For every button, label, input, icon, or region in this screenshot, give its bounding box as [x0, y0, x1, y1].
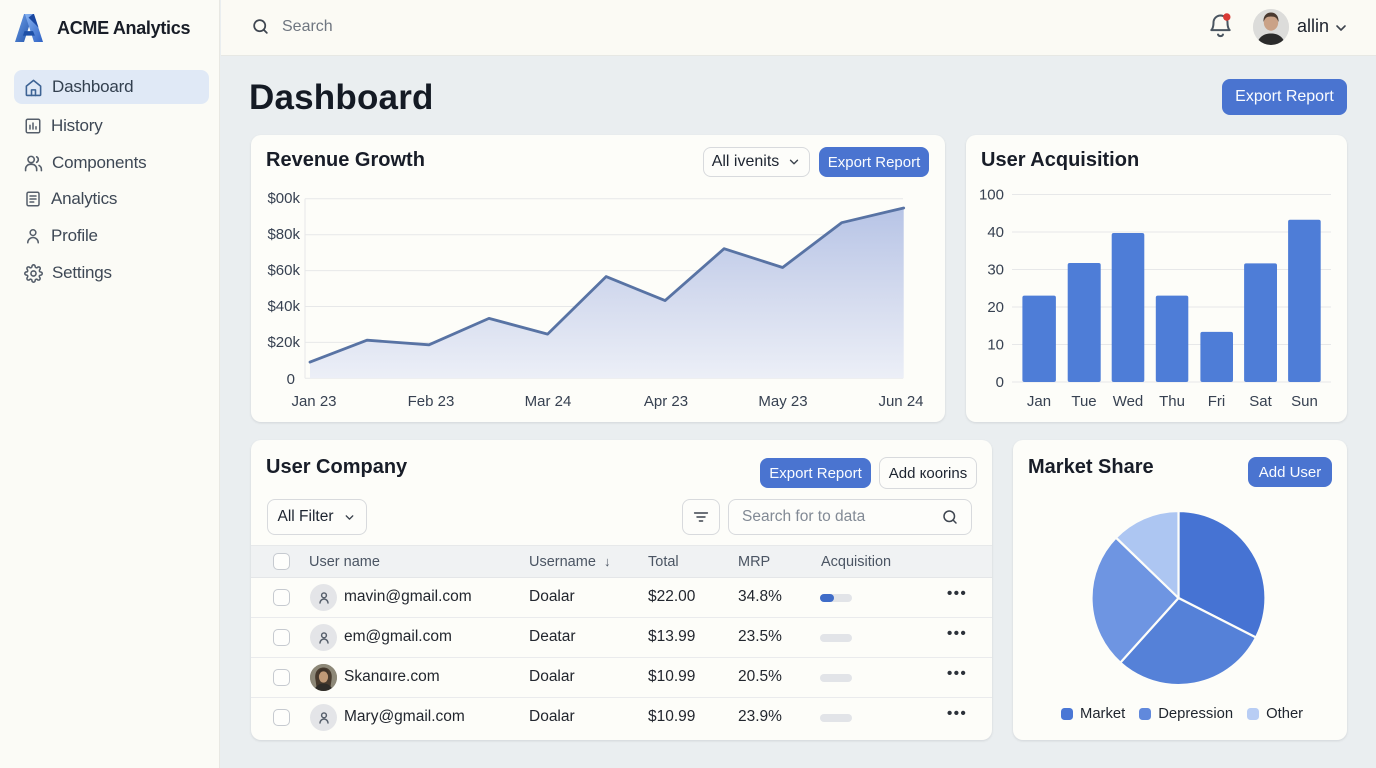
svg-text:20: 20	[987, 299, 1004, 316]
svg-text:Jun 24: Jun 24	[878, 393, 923, 410]
svg-text:Jan: Jan	[1027, 393, 1051, 410]
svg-text:Feb 23: Feb 23	[408, 393, 455, 410]
svg-text:$20k: $20k	[267, 334, 300, 351]
svg-text:$40k: $40k	[267, 298, 300, 315]
svg-text:Jan 23: Jan 23	[291, 393, 336, 410]
svg-text:40: 40	[987, 224, 1004, 241]
svg-text:Apr 23: Apr 23	[644, 393, 688, 410]
svg-text:Mar 24: Mar 24	[525, 393, 572, 410]
svg-text:0: 0	[287, 371, 295, 388]
svg-text:Sat: Sat	[1249, 393, 1272, 410]
svg-text:$00k: $00k	[267, 190, 300, 207]
svg-text:Sun: Sun	[1291, 393, 1318, 410]
svg-text:30: 30	[987, 262, 1004, 279]
svg-text:$60k: $60k	[267, 262, 300, 279]
svg-text:$80k: $80k	[267, 226, 300, 243]
svg-text:Thu: Thu	[1159, 393, 1185, 410]
svg-text:100: 100	[979, 187, 1004, 204]
svg-text:Wed: Wed	[1113, 393, 1144, 410]
svg-text:Tue: Tue	[1071, 393, 1096, 410]
svg-text:10: 10	[987, 337, 1004, 354]
svg-text:May 23: May 23	[758, 393, 807, 410]
svg-text:0: 0	[996, 374, 1004, 391]
svg-text:Fri: Fri	[1208, 393, 1226, 410]
